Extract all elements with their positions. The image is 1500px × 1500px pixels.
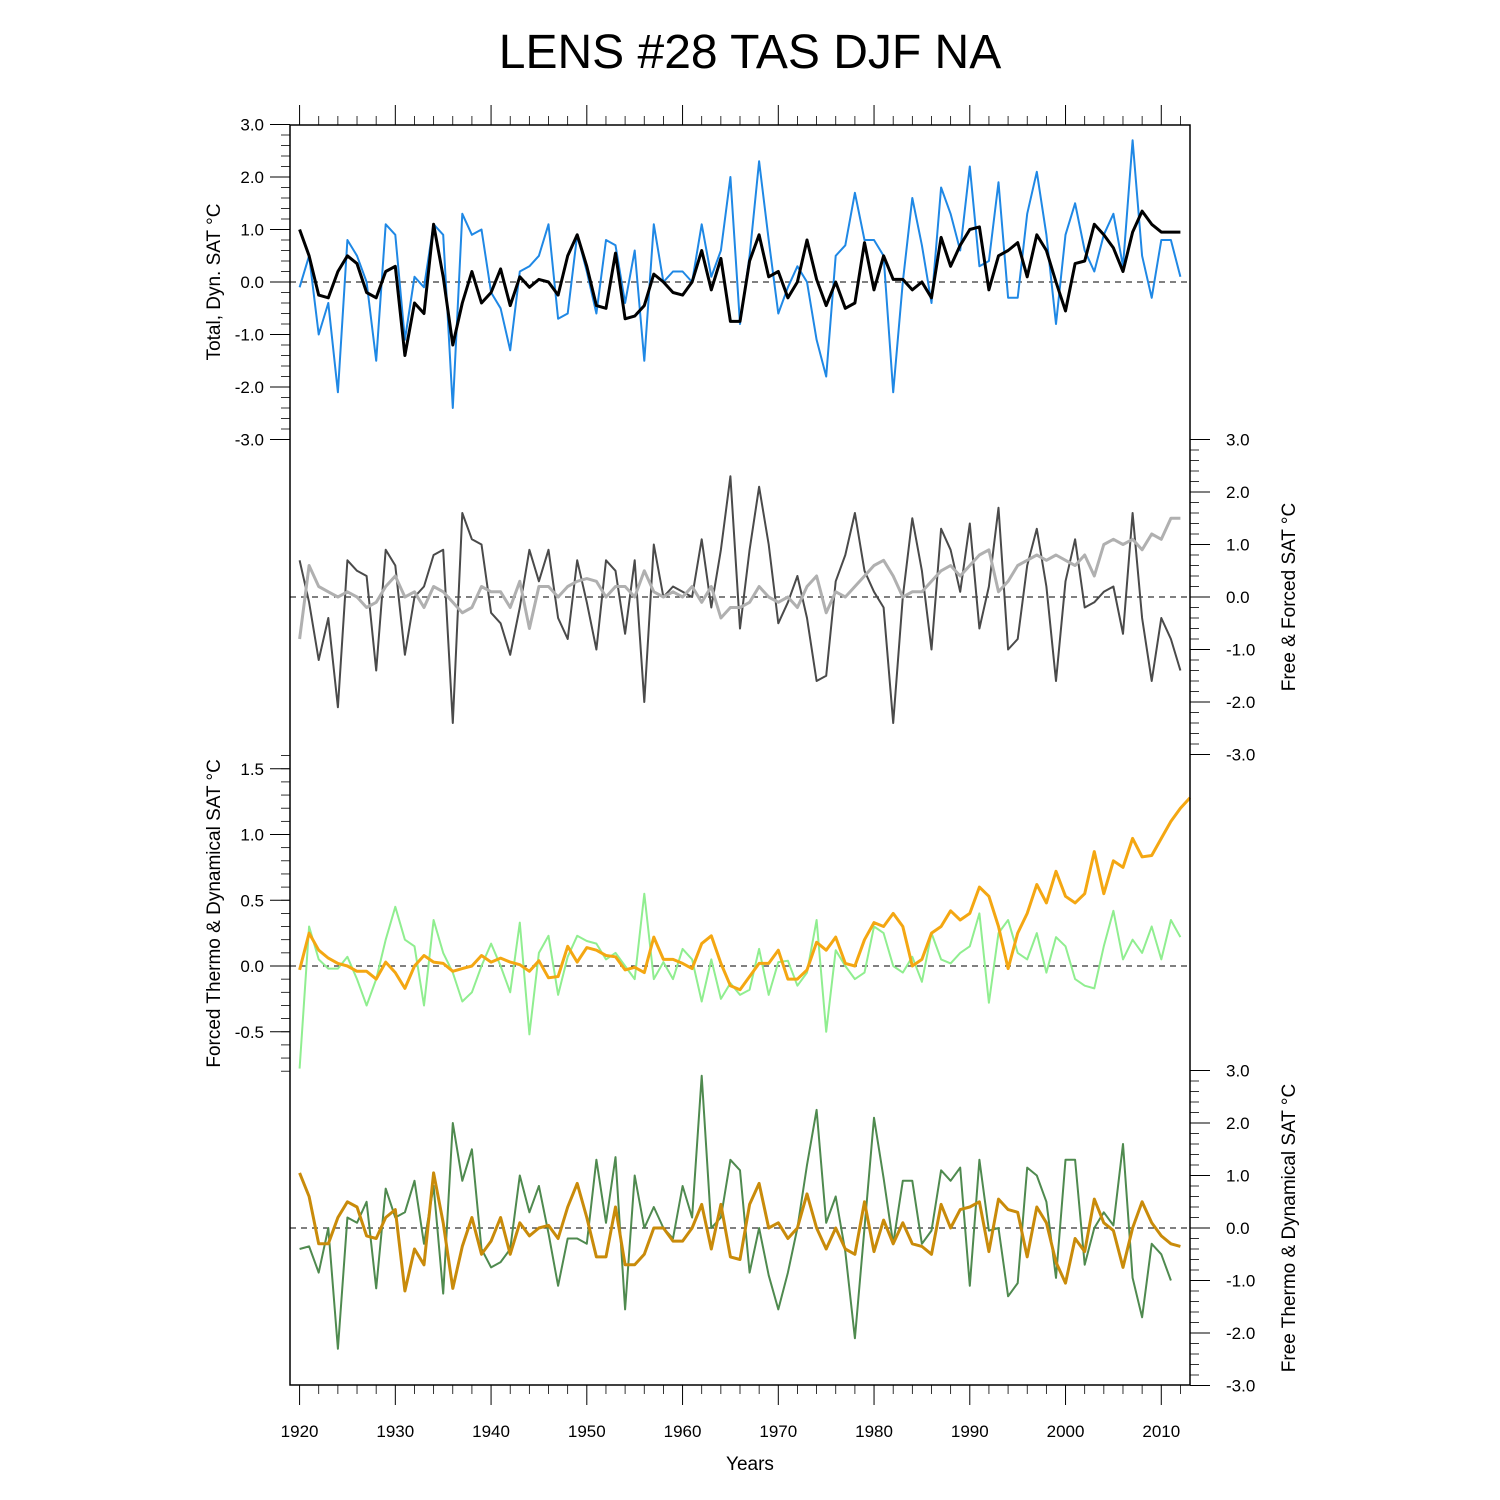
y-tick-label-p3-2: 0.5 <box>240 891 264 910</box>
y-tick-label-p4-5: 2.0 <box>1226 1114 1250 1133</box>
chart-title: LENS #28 TAS DJF NA <box>499 26 1001 79</box>
y-axis-label-p1: Total, Dyn. SAT °C <box>204 204 225 361</box>
y-tick-label-p4-4: 1.0 <box>1226 1167 1250 1186</box>
y-tick-label-p3-1: 0.0 <box>240 957 264 976</box>
x-tick-label-2: 1940 <box>472 1422 510 1441</box>
x-axis-label: Years <box>726 1454 774 1475</box>
x-tick-label-4: 1960 <box>664 1422 702 1441</box>
series-line-forced-thermodynamical-sat <box>298 796 1192 992</box>
x-tick-label-8: 2000 <box>1047 1422 1085 1441</box>
y-tick-label-p1-4: 1.0 <box>240 221 264 240</box>
y-tick-label-p2-6: 3.0 <box>1226 431 1250 450</box>
y-tick-label-p3-4: 1.5 <box>240 760 264 779</box>
y-tick-label-p4-6: 3.0 <box>1226 1062 1250 1081</box>
y-tick-label-p2-2: -1.0 <box>1226 641 1255 660</box>
y-tick-label-p4-1: -2.0 <box>1226 1324 1255 1343</box>
y-tick-label-p2-4: 1.0 <box>1226 536 1250 555</box>
y-tick-label-p3-0: -0.5 <box>235 1023 264 1042</box>
y-axis-label-p2: Free & Forced SAT °C <box>1279 503 1300 692</box>
y-tick-label-p1-1: -2.0 <box>235 378 264 397</box>
series-line-forced-dynamical-sat <box>298 892 1182 1069</box>
series-line-free-dynamical-sat <box>299 1074 1172 1350</box>
y-tick-label-p1-3: 0.0 <box>240 273 264 292</box>
series-line-free-sat <box>298 475 1182 724</box>
y-tick-label-p2-0: -3.0 <box>1226 746 1255 765</box>
y-axis-label-p4: Free Thermo & Dynamical SAT °C <box>1279 1084 1300 1372</box>
series-line-forced-sat <box>298 516 1181 640</box>
x-tick-label-7: 1990 <box>951 1422 989 1441</box>
x-tick-label-9: 2010 <box>1142 1422 1180 1441</box>
y-tick-label-p2-1: -2.0 <box>1226 693 1255 712</box>
y-tick-label-p1-0: -3.0 <box>235 431 264 450</box>
y-tick-label-p1-5: 2.0 <box>240 168 264 187</box>
series-line-free-thermodynamical-sat <box>298 1171 1181 1293</box>
x-tick-label-0: 1920 <box>281 1422 319 1441</box>
x-tick-label-1: 1930 <box>376 1422 414 1441</box>
y-tick-label-p4-0: -3.0 <box>1226 1377 1255 1396</box>
y-tick-label-p1-6: 3.0 <box>240 116 264 135</box>
x-tick-label-6: 1980 <box>855 1422 893 1441</box>
y-tick-label-p1-2: -1.0 <box>235 326 264 345</box>
y-tick-label-p2-5: 2.0 <box>1226 483 1250 502</box>
y-tick-label-p3-3: 1.0 <box>240 826 264 845</box>
panels-group: -3.0 -2.0 -1.0 0.0 1.0 2.0 3.0 Total, Dyn. SAT … <box>204 105 1300 1441</box>
x-tick-label-5: 1970 <box>759 1422 797 1441</box>
y-tick-label-p4-3: 0.0 <box>1226 1219 1250 1238</box>
y-tick-label-p2-3: 0.0 <box>1226 588 1250 607</box>
series-line-dynamical-sat <box>298 209 1181 357</box>
plot-frame <box>289 124 1191 1386</box>
x-tick-label-3: 1950 <box>568 1422 606 1441</box>
y-tick-label-p4-2: -1.0 <box>1226 1272 1255 1291</box>
y-axis-label-p3: Forced Thermo & Dynamical SAT °C <box>204 759 225 1068</box>
